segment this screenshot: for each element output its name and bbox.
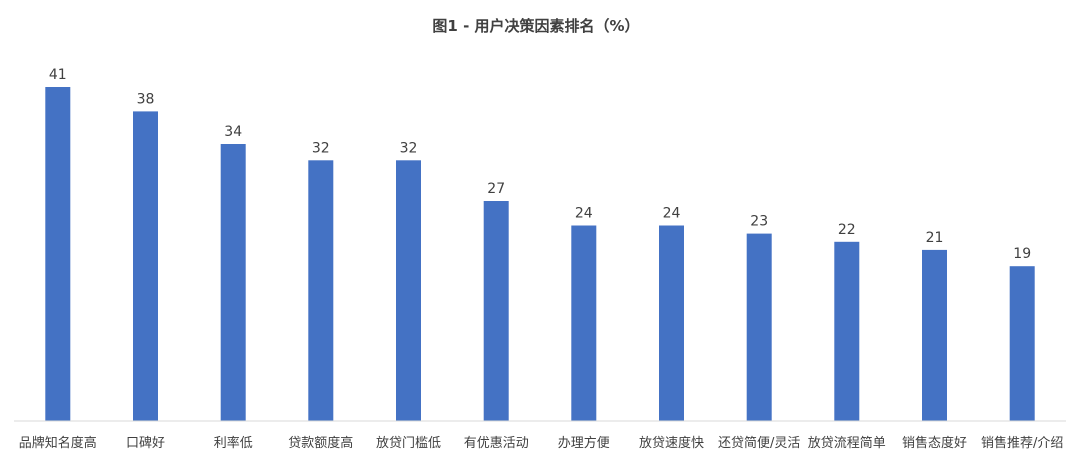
category-label-8: 还贷简便/灵活	[718, 435, 800, 451]
category-label-0: 品牌知名度高	[19, 435, 97, 451]
category-label-11: 销售推荐/介绍	[981, 435, 1063, 451]
value-label-1: 38	[137, 91, 155, 107]
bar-7	[659, 225, 684, 421]
value-label-7: 24	[663, 206, 681, 222]
value-label-9: 22	[838, 222, 856, 238]
category-label-10: 销售态度好	[902, 435, 967, 451]
value-label-0: 41	[49, 67, 67, 83]
bars-layer	[45, 87, 1035, 422]
labels-layer: 41 品牌知名度高 38 口碑好 34 利率低 32 贷款额度高 32 放贷门槛低 27 有优惠活动 2…	[19, 67, 1064, 451]
value-label-3: 32	[312, 140, 330, 156]
category-label-5: 有优惠活动	[464, 436, 529, 451]
bar-8	[746, 233, 772, 421]
bar-4	[396, 160, 421, 422]
bar-11	[1009, 266, 1035, 421]
value-label-2: 34	[224, 124, 242, 140]
value-label-11: 19	[1013, 246, 1031, 262]
bar-2	[220, 144, 246, 421]
category-label-9: 放贷流程简单	[808, 435, 886, 451]
chart-title: 图1 - 用户决策因素排名（%）	[432, 17, 639, 35]
bar-1	[133, 111, 158, 422]
value-label-4: 32	[400, 140, 418, 156]
value-label-6: 24	[575, 206, 593, 222]
category-label-3: 贷款额度高	[288, 435, 353, 451]
bar-0	[45, 87, 71, 421]
value-label-10: 21	[926, 230, 944, 246]
category-label-1: 口碑好	[126, 435, 165, 451]
bar-5	[483, 201, 509, 421]
bar-10	[922, 249, 947, 421]
category-label-7: 放贷速度快	[639, 435, 704, 451]
value-label-8: 23	[750, 214, 768, 230]
category-label-4: 放贷门槛低	[376, 436, 441, 451]
category-label-6: 办理方便	[558, 435, 610, 451]
value-label-5: 27	[487, 181, 505, 197]
category-label-2: 利率低	[214, 435, 253, 451]
bar-9	[834, 241, 860, 421]
bar-3	[308, 160, 334, 422]
bar-6	[571, 225, 597, 421]
